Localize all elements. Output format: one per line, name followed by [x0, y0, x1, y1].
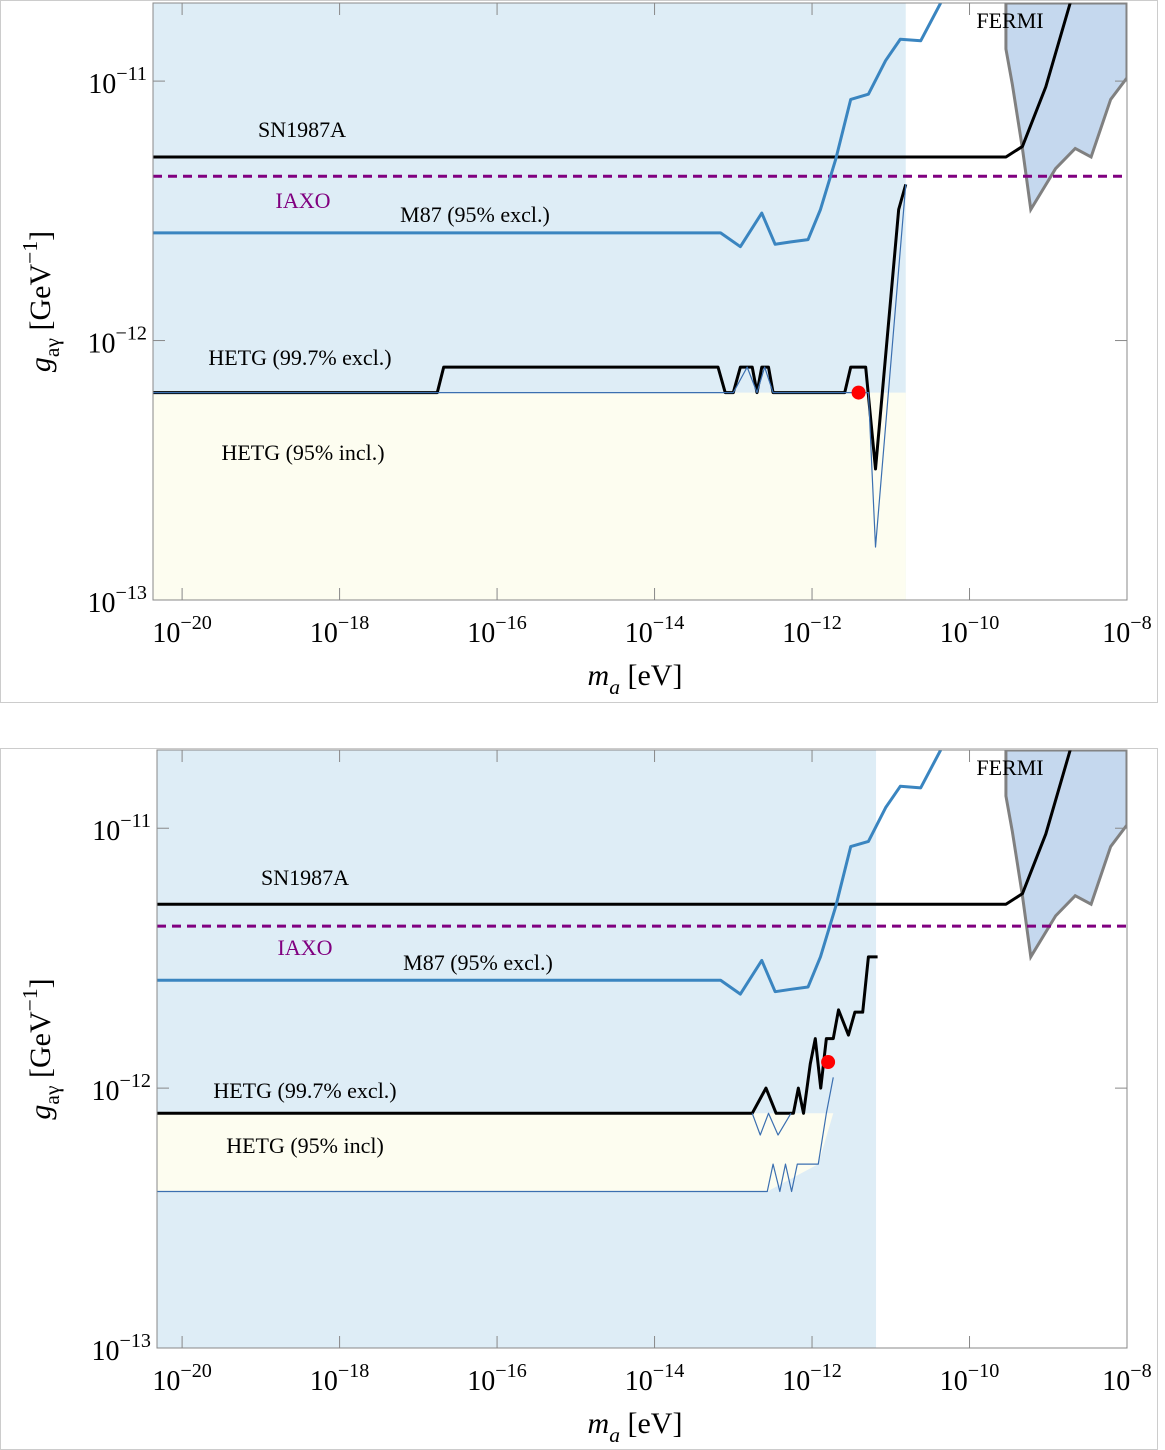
data-point [821, 1055, 836, 1070]
annotation: HETG (99.7% excl.) [208, 345, 391, 370]
annotation: HETG (99.7% excl.) [213, 1078, 396, 1103]
series-line [153, 183, 908, 471]
annotation: SN1987A [261, 865, 349, 890]
series-line [157, 1077, 834, 1193]
annotation: HETG (95% incl) [226, 1133, 384, 1158]
annotation: M87 (95% excl.) [403, 950, 553, 975]
panel: 10−20 10−18 10−16 10−14 10−12 10−10 10−8 10−13 1… [0, 0, 1158, 703]
y-axis-label: gaγ [GeV−1] [18, 231, 64, 372]
annotation: IAXO [276, 188, 331, 213]
annotation: M87 (95% excl.) [400, 202, 550, 227]
series-line [153, 3, 942, 249]
x-tick-label: 10−14 [625, 612, 685, 649]
annotation: IAXO [278, 935, 333, 960]
x-tick-label: 10−10 [940, 1360, 1000, 1397]
panel: 10−20 10−18 10−16 10−14 10−12 10−10 10−8 10−13 1… [0, 748, 1158, 1450]
series-line [157, 750, 1072, 906]
annotation: FERMI [976, 8, 1043, 33]
x-tick-label: 10−8 [1102, 1360, 1151, 1397]
x-tick-label: 10−18 [310, 1360, 370, 1397]
x-axis-label: ma [eV] [588, 659, 683, 699]
y-tick-label: 10−13 [91, 1330, 151, 1367]
x-tick-label: 10−12 [782, 612, 842, 649]
y-axis-label: gaγ [GeV−1] [18, 978, 64, 1119]
region [157, 1113, 834, 1192]
x-tick-label: 10−16 [467, 1360, 527, 1397]
series-line [153, 184, 907, 548]
x-tick-label: 10−14 [625, 1360, 685, 1397]
annotation: SN1987A [258, 117, 346, 142]
x-tick-label: 10−10 [940, 612, 1000, 649]
y-tick-label: 10−11 [92, 810, 151, 847]
plot-area [153, 3, 1127, 600]
x-tick-label: 10−18 [310, 612, 370, 649]
region [1004, 750, 1127, 962]
x-axis-label: ma [eV] [588, 1407, 683, 1447]
region [153, 392, 906, 600]
annotation: HETG (95% incl.) [221, 440, 384, 465]
x-tick-label: 10−20 [152, 1360, 212, 1397]
region [157, 750, 877, 1348]
plot-area [157, 750, 1127, 1348]
x-tick-label: 10−16 [467, 612, 527, 649]
plot-frame [152, 2, 1128, 601]
plot-frame [156, 749, 1128, 1349]
region [1004, 3, 1127, 214]
data-point [851, 385, 866, 400]
series-line [157, 750, 942, 996]
x-tick-label: 10−20 [152, 612, 212, 649]
y-tick-label: 10−13 [87, 582, 147, 619]
annotation: FERMI [976, 755, 1043, 780]
y-tick-label: 10−11 [88, 63, 147, 100]
series-line [157, 955, 878, 1115]
series-line [153, 3, 1072, 159]
x-tick-label: 10−12 [782, 1360, 842, 1397]
x-tick-label: 10−8 [1102, 612, 1151, 649]
y-tick-label: 10−12 [87, 323, 147, 360]
y-tick-label: 10−12 [91, 1070, 151, 1107]
